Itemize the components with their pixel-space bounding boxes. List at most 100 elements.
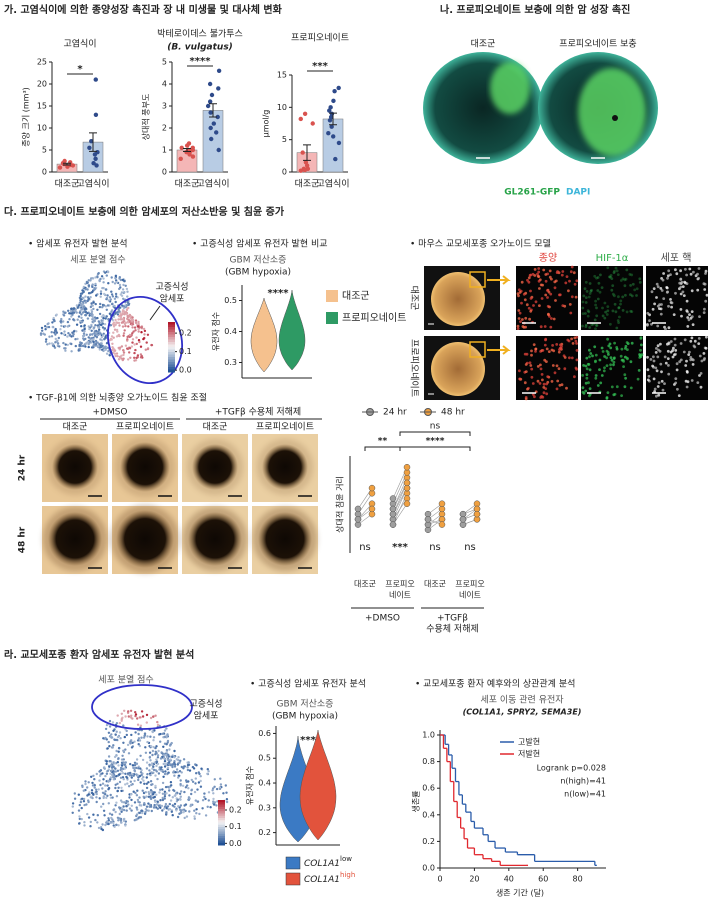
signal-speck [675, 368, 679, 372]
signal-speck [550, 317, 553, 320]
cell-dot [87, 781, 90, 784]
signal-speck [659, 342, 662, 346]
cell-dot [191, 765, 195, 769]
cell-dot [108, 354, 112, 357]
cell-dot [107, 299, 111, 302]
cell-dot [82, 789, 86, 792]
cell-dot [114, 810, 117, 814]
cell-dot [73, 792, 77, 795]
cell-dot [124, 820, 128, 823]
cell-dot [135, 342, 138, 346]
cell-dot [123, 291, 126, 294]
cell-dot [133, 801, 137, 804]
signal-speck [593, 345, 597, 349]
cell-dot [183, 804, 186, 807]
cell-dot [199, 779, 202, 783]
signal-speck [542, 268, 546, 272]
colorbar-step [218, 842, 225, 846]
cell-dot [152, 765, 155, 768]
cell-dot [142, 795, 145, 798]
signal-speck [655, 282, 659, 286]
signal-speck [598, 290, 602, 294]
cell-dot [145, 805, 149, 808]
signal-speck [612, 357, 616, 360]
cell-dot [80, 320, 84, 324]
channel-label: 세포 핵 [661, 252, 692, 264]
signal-speck [688, 350, 691, 354]
cell-dot [165, 812, 168, 815]
cell-dot [135, 818, 138, 821]
cell-dot [96, 821, 99, 824]
cell-dot [154, 746, 157, 750]
cell-dot [47, 325, 51, 329]
tumor-signal [490, 62, 530, 114]
cell-dot [134, 348, 137, 352]
cell-dot [114, 300, 117, 304]
cell-dot [159, 757, 163, 760]
cell-dot [111, 295, 115, 298]
chart-title: 프로피오네이트 [291, 33, 349, 44]
cell-dot [196, 788, 199, 791]
cell-dot [120, 357, 123, 360]
signal-speck [656, 324, 660, 328]
cell-dot [156, 720, 159, 724]
cell-dot [164, 770, 167, 773]
cell-dot [211, 789, 214, 792]
cell-dot [127, 715, 130, 718]
signal-speck [599, 273, 602, 277]
cell-dot [123, 763, 127, 766]
data-point [368, 484, 376, 492]
y-tick-label: 25 [37, 58, 47, 67]
cell-dot [118, 306, 121, 309]
spheroid [116, 510, 174, 568]
y-tick-label: 20 [37, 80, 47, 89]
cell-dot [123, 280, 126, 283]
colorbar-step [218, 804, 225, 808]
signal-speck [680, 280, 684, 284]
stain-label: DAPI [566, 188, 590, 198]
data-point [186, 141, 192, 146]
cell-dot [74, 310, 77, 313]
cell-dot [171, 814, 174, 817]
cell-dot [121, 772, 125, 775]
cell-dot [71, 331, 74, 334]
cell-dot [125, 775, 128, 779]
cell-dot [136, 717, 139, 720]
cell-dot [115, 749, 118, 753]
cell-dot [162, 753, 166, 756]
signal-speck [529, 364, 533, 367]
cell-dot [95, 772, 99, 776]
signal-speck [684, 364, 688, 367]
cell-dot [109, 776, 113, 779]
cell-dot [111, 302, 114, 305]
cell-dot [105, 772, 109, 775]
cell-dot [115, 775, 118, 778]
data-point [57, 165, 63, 170]
cell-dot [131, 773, 134, 776]
signal-speck [550, 380, 554, 383]
signal-speck [586, 309, 590, 313]
signal-speck [529, 297, 533, 300]
brain-section [423, 52, 543, 164]
signal-speck [596, 297, 600, 301]
cell-dot [78, 344, 81, 347]
signal-speck [603, 301, 607, 305]
cell-dot [108, 760, 111, 763]
signal-speck [613, 302, 617, 306]
cell-dot [97, 326, 100, 329]
signal-speck [619, 279, 623, 282]
section-heading: • 암세포 유전자 발현 분석 [28, 238, 128, 250]
colorbar-step [218, 809, 225, 812]
signal-speck [583, 287, 587, 291]
cell-dot [95, 796, 98, 799]
cell-dot [64, 343, 67, 346]
significance: * [77, 64, 83, 75]
cell-dot [54, 333, 57, 336]
signal-speck [518, 311, 522, 315]
bar [202, 110, 224, 173]
cell-dot [153, 729, 156, 732]
cell-dot [112, 778, 116, 781]
cell-dot [145, 782, 148, 785]
cell-dot [219, 777, 222, 780]
cell-dot [161, 809, 164, 812]
